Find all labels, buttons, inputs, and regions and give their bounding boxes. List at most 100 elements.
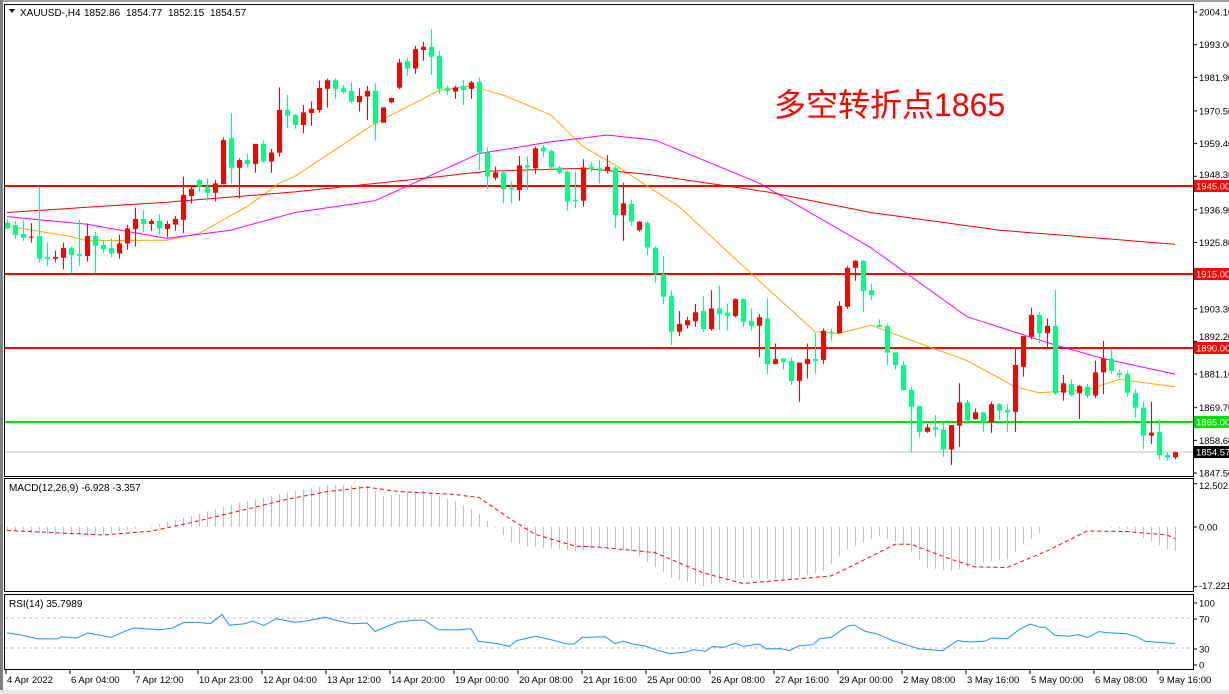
moving-average-line <box>6 85 1176 394</box>
candle <box>1093 360 1098 399</box>
candle-body <box>853 260 858 268</box>
candle <box>133 207 138 247</box>
candle <box>901 360 906 391</box>
time-label: 20 Apr 08:00 <box>519 675 573 686</box>
candle <box>741 298 746 328</box>
candle <box>973 408 978 421</box>
candle-body <box>821 330 826 360</box>
candle-body <box>541 147 546 152</box>
candle-body <box>53 256 58 259</box>
candle <box>949 425 954 466</box>
chart-header-low: 1852.15 <box>168 8 205 19</box>
candle-body <box>181 194 186 220</box>
candle <box>1173 451 1178 460</box>
candle <box>957 383 962 447</box>
candle <box>405 57 410 76</box>
candle <box>389 97 394 104</box>
candle-body <box>829 331 834 333</box>
candle-body <box>461 85 466 91</box>
candle <box>789 357 794 386</box>
time-label: 6 May 08:00 <box>1095 675 1147 686</box>
candle-body <box>61 248 66 258</box>
candle <box>1165 451 1170 461</box>
candle-body <box>485 152 490 177</box>
candle-body <box>709 308 714 330</box>
candle <box>1117 369 1122 379</box>
candle-body <box>741 299 746 322</box>
candle <box>1029 307 1034 340</box>
candle <box>157 213 162 235</box>
candle <box>501 170 506 204</box>
candle-body <box>637 221 642 231</box>
candle <box>301 105 306 134</box>
candle <box>877 319 882 328</box>
candle-body <box>517 165 522 191</box>
candle <box>365 85 370 121</box>
candle <box>261 140 266 163</box>
candle-body <box>1093 372 1098 396</box>
candle-body <box>373 90 378 124</box>
candle-body <box>1013 364 1018 412</box>
candle-body <box>341 88 346 93</box>
candle <box>1069 379 1074 397</box>
candle-body <box>661 274 666 297</box>
candle <box>205 178 210 201</box>
main-panel-border <box>4 4 1194 477</box>
rsi-tick-label: 30 <box>1199 645 1210 656</box>
price-tick-label: 1892.20 <box>1199 332 1229 343</box>
triangle-down-icon[interactable] <box>9 9 15 13</box>
candle <box>1021 336 1026 377</box>
candle <box>1085 384 1090 399</box>
candle-body <box>509 187 514 190</box>
candle-body <box>653 247 658 274</box>
candle <box>661 256 666 305</box>
candle <box>37 186 42 263</box>
candle <box>93 231 98 274</box>
candle <box>1125 370 1130 397</box>
candle <box>621 182 626 241</box>
candle-body <box>757 317 762 326</box>
candle <box>829 328 834 341</box>
candle <box>709 290 714 331</box>
rsi-title: RSI(14) 35.7989 <box>9 599 83 610</box>
candle <box>509 181 514 204</box>
candle <box>21 220 26 241</box>
candle <box>925 424 930 433</box>
candle-body <box>285 110 290 116</box>
candle <box>357 88 362 112</box>
candle-body <box>293 115 298 125</box>
candle <box>85 223 90 262</box>
candle <box>317 80 322 113</box>
candle <box>349 82 354 104</box>
candle-body <box>301 112 306 126</box>
time-label: 12 Apr 04:00 <box>263 675 317 686</box>
main-price-panel[interactable]: 2004.10 1993.00 1981.90 1970.50 1959.40 1948.… <box>4 4 1229 480</box>
candle-body <box>421 46 426 50</box>
time-label: 2 May 08:00 <box>903 675 955 686</box>
macd-title: MACD(12,26,9) -6.928 -3.357 <box>9 483 141 494</box>
candle-body <box>437 55 442 89</box>
candle-body <box>565 171 570 202</box>
macd-panel[interactable]: MACD(12,26,9) -6.928 -3.357 12.502 0.00 -1… <box>4 478 1229 593</box>
candle <box>557 165 562 175</box>
time-label: 29 Apr 00:00 <box>839 675 893 686</box>
candle-body <box>189 188 194 196</box>
candle <box>581 159 586 207</box>
candle <box>653 246 658 283</box>
candle-body <box>933 427 938 430</box>
candle <box>269 148 274 173</box>
candle-body <box>941 429 946 450</box>
candle <box>493 166 498 181</box>
candle-body <box>117 243 122 254</box>
left-frame <box>0 0 3 694</box>
candle-body <box>765 318 770 365</box>
candle <box>197 178 202 192</box>
bottom-scroll-strip[interactable] <box>0 690 1229 694</box>
candle <box>1013 348 1018 432</box>
candle <box>597 160 602 184</box>
candle-body <box>381 107 386 123</box>
rsi-panel[interactable]: RSI(14) 35.7989 100 70 30 0 <box>4 594 1215 672</box>
candle <box>589 161 594 172</box>
candle-body <box>781 358 786 362</box>
